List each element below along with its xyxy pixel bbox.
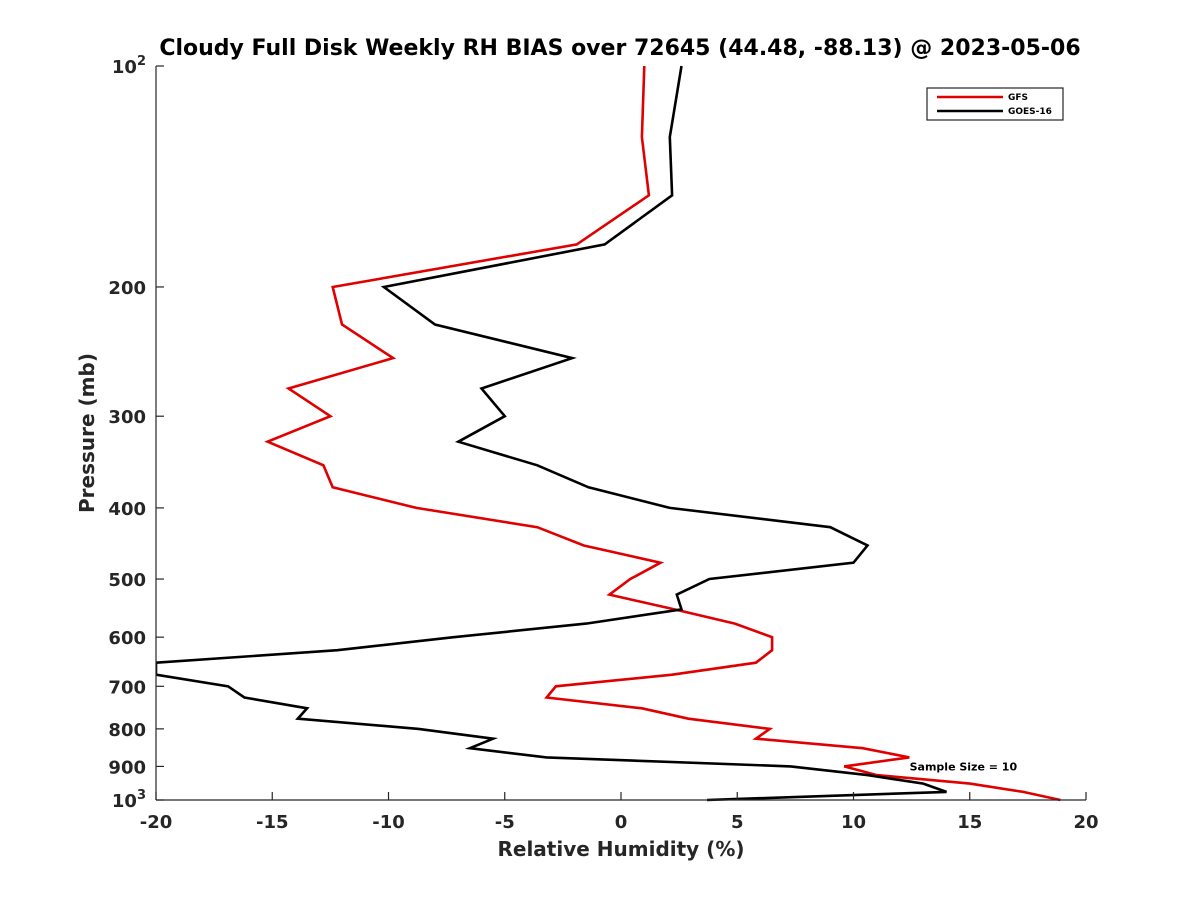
y-tick-label: 102 bbox=[112, 54, 146, 78]
y-tick-label: 900 bbox=[108, 757, 146, 778]
x-tick-label: 5 bbox=[731, 812, 744, 833]
x-tick-label: -5 bbox=[495, 812, 515, 833]
series-line-gfs bbox=[264, 65, 1061, 802]
legend-label-gfs: GFS bbox=[1008, 93, 1028, 103]
y-axis-label: Pressure (mb) bbox=[75, 353, 99, 513]
sample-size-annotation: Sample Size = 10 bbox=[910, 760, 1018, 773]
y-tick-label: 600 bbox=[108, 628, 146, 649]
x-tick-label: 10 bbox=[841, 812, 866, 833]
plot-lines bbox=[156, 65, 1061, 802]
x-tick-label: -10 bbox=[372, 812, 405, 833]
x-tick-label: 15 bbox=[957, 812, 982, 833]
y-tick-label: 400 bbox=[108, 499, 146, 520]
y-ticks: 102 200 300 400 500 600 700 800 900 103 bbox=[108, 54, 164, 812]
x-ticks: -20 -15 -10 -5 0 5 10 15 20 bbox=[140, 792, 1099, 833]
legend-label-goes-16: GOES-16 bbox=[1008, 107, 1052, 117]
x-tick-label: -20 bbox=[140, 812, 173, 833]
series-line-goes-16 bbox=[156, 65, 947, 802]
y-tick-label: 700 bbox=[108, 677, 146, 698]
x-tick-label: 20 bbox=[1073, 812, 1098, 833]
axes bbox=[155, 66, 1086, 801]
chart-title: Cloudy Full Disk Weekly RH BIAS over 726… bbox=[159, 36, 1080, 61]
legend: GFS GOES-16 bbox=[926, 87, 1064, 121]
x-tick-label: 0 bbox=[615, 812, 628, 833]
x-tick-label: -15 bbox=[256, 812, 289, 833]
y-tick-label: 200 bbox=[108, 278, 146, 299]
legend-box bbox=[926, 87, 1064, 121]
y-tick-label: 103 bbox=[112, 788, 146, 812]
y-tick-label: 500 bbox=[108, 570, 146, 591]
y-tick-label: 800 bbox=[108, 720, 146, 741]
y-tick-label: 300 bbox=[108, 407, 146, 428]
x-axis-label: Relative Humidity (%) bbox=[497, 837, 744, 861]
